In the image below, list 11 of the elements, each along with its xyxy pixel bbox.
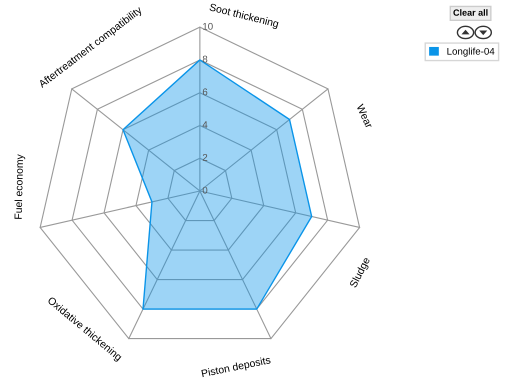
y-tick-label: 2 xyxy=(202,154,208,161)
y-tick-label: 4 xyxy=(202,121,208,128)
legend-label: Longlife-04 xyxy=(447,48,494,57)
spoke-label: Fuel economy xyxy=(14,154,26,219)
y-tick-label: 8 xyxy=(202,56,208,63)
spoke-label: Wear xyxy=(356,103,374,129)
y-tick-label: 6 xyxy=(202,88,208,96)
text: Clear all xyxy=(453,9,488,16)
y-tick-label: 0 xyxy=(202,186,208,194)
spoke-label: Piston deposits xyxy=(201,356,272,380)
y-tick-label: 10 xyxy=(203,22,213,30)
